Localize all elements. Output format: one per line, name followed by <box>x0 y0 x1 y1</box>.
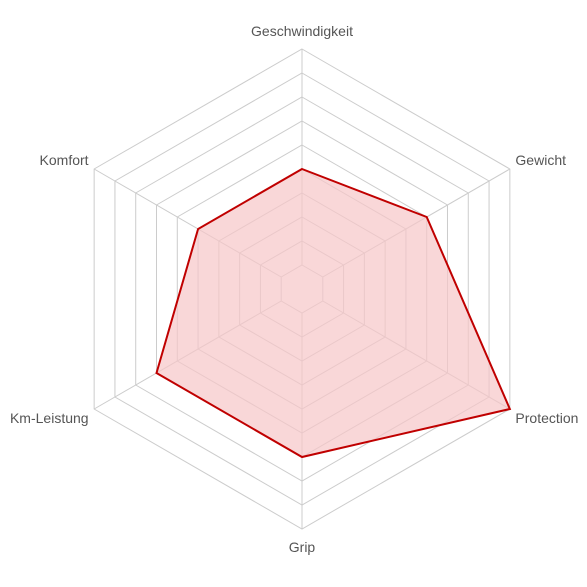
axis-label-komfort: Komfort <box>40 152 89 168</box>
radar-axis-labels: Geschwindigkeit Gewicht Protection Grip Km-L… <box>10 23 579 555</box>
axis-label-gewicht: Gewicht <box>515 152 566 168</box>
axis-label-geschwindigkeit: Geschwindigkeit <box>251 23 353 39</box>
axis-label-protection: Protection <box>515 410 578 426</box>
radar-series <box>155 167 512 459</box>
series-area <box>155 167 512 459</box>
axis-label-grip: Grip <box>289 539 316 555</box>
axis-label-km-leistung: Km-Leistung <box>10 410 89 426</box>
